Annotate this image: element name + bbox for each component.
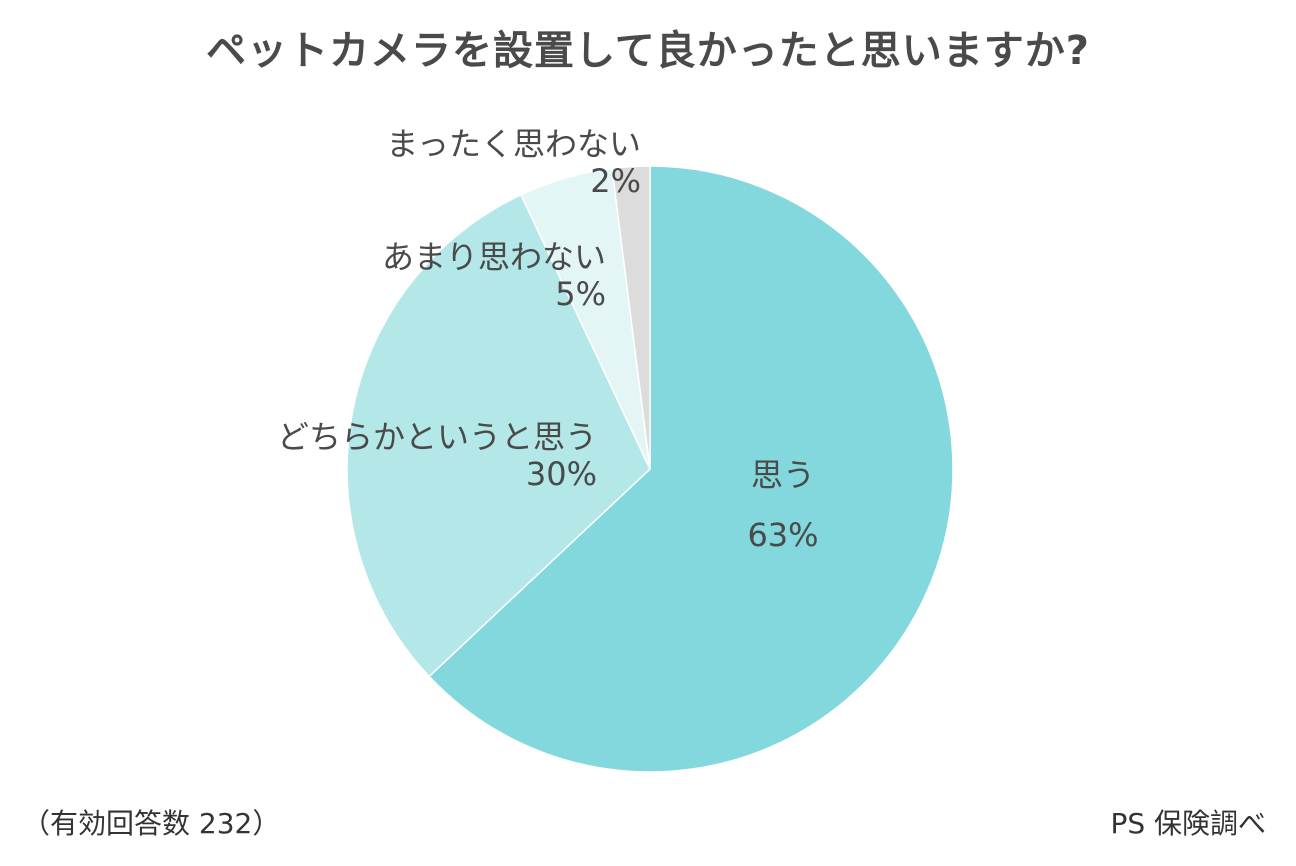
source-note: PS 保険調べ [1110,807,1266,840]
slice-value-label-2: 30% [526,455,597,493]
pie-slice-2 [346,193,651,678]
slice-value-label-3: 5% [555,275,606,313]
slice-value-label-4: 2% [590,162,641,200]
slice-label-3: あまり思わない [382,238,606,276]
slice-value-label-1: 63% [747,516,818,554]
chart-title: ペットカメラを設置して良かったと思いますか? [205,28,1090,74]
slice-label-4: まったく思わない [386,125,641,163]
pie-slice-4 [611,165,651,470]
pie-slice-1 [428,165,954,773]
slice-label-1: 思う [751,456,815,494]
slice-label-2: どちらかというと思う [277,418,597,456]
response-count-note: （有効回答数 232） [22,807,281,840]
